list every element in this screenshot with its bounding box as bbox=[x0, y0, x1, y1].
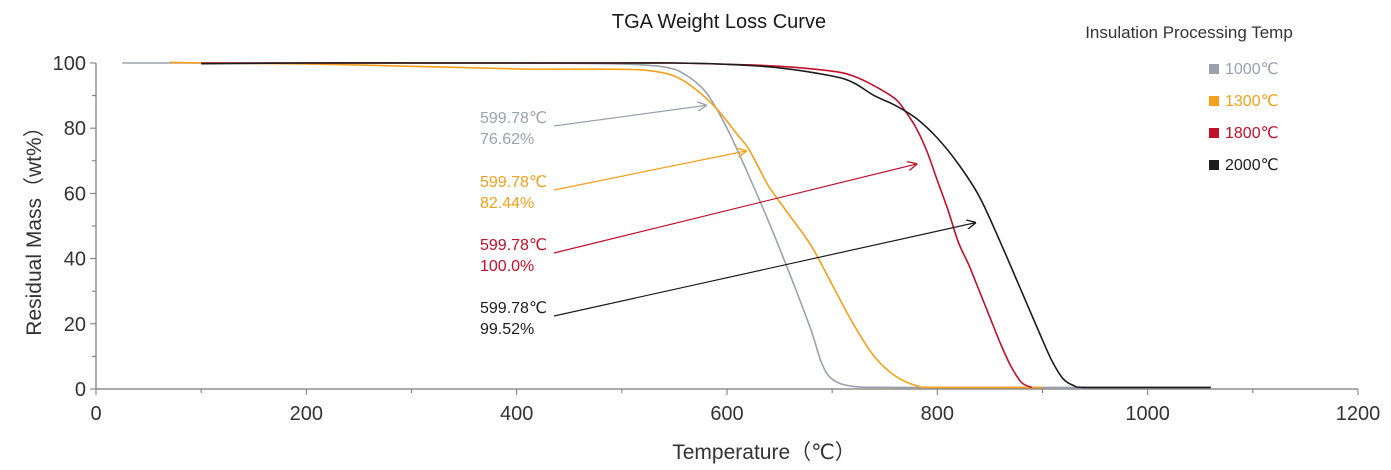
annotation-1: 599.78℃ 76.62% bbox=[480, 105, 706, 148]
y-tick-label: 20 bbox=[64, 314, 86, 336]
series-lines bbox=[122, 61, 1211, 389]
y-axis-title: Residual Mass（wt%） bbox=[23, 116, 46, 335]
x-axis-title: Temperature（℃） bbox=[672, 441, 855, 464]
legend-swatch bbox=[1209, 64, 1219, 74]
annotation-value: 99.52% bbox=[480, 321, 534, 338]
annotation-2: 599.78℃ 82.44% bbox=[480, 151, 746, 212]
legend-swatch bbox=[1209, 96, 1219, 106]
series-line-4 bbox=[201, 62, 1211, 389]
x-tick-label: 400 bbox=[500, 403, 533, 425]
x-tick-label: 1000 bbox=[1125, 403, 1170, 425]
legend-title: Insulation Processing Temp bbox=[1085, 23, 1293, 42]
annotation-arrow bbox=[553, 223, 975, 317]
annotation-value: 76.62% bbox=[480, 131, 534, 148]
annotation-3: 599.78℃ 100.0% bbox=[480, 164, 916, 275]
legend-label: 1000℃ bbox=[1225, 61, 1279, 78]
y-tick-label: 60 bbox=[64, 183, 86, 205]
annotation-arrow bbox=[553, 151, 746, 191]
tick-labels: 0 200 400 600 800 1000 1200 0 20 40 60 80 100 bbox=[53, 53, 1381, 425]
series-line-2 bbox=[169, 61, 1043, 389]
annotation-4: 599.78℃ 99.52% bbox=[480, 223, 975, 338]
x-tick-label: 800 bbox=[921, 403, 954, 425]
x-tick-label: 0 bbox=[90, 403, 101, 425]
annotation-temp: 599.78℃ bbox=[480, 300, 547, 317]
annotation-value: 100.0% bbox=[480, 258, 534, 275]
legend-label: 1300℃ bbox=[1225, 93, 1279, 110]
annotations: 599.78℃76.62%599.78℃82.44%599.78℃100.0%5… bbox=[480, 105, 975, 338]
y-tick-label: 80 bbox=[64, 118, 86, 140]
x-tick-label: 200 bbox=[290, 403, 323, 425]
y-tick-label: 100 bbox=[53, 53, 86, 75]
annotation-arrow bbox=[553, 164, 916, 254]
legend-label: 2000℃ bbox=[1225, 157, 1279, 174]
annotation-temp: 599.78℃ bbox=[480, 237, 547, 254]
annotation-temp: 599.78℃ bbox=[480, 110, 547, 127]
y-tick-label: 0 bbox=[75, 379, 86, 401]
annotation-value: 82.44% bbox=[480, 195, 534, 212]
legend: Insulation Processing Temp 1000℃ 1300℃ 180… bbox=[1085, 23, 1293, 174]
chart-title: TGA Weight Loss Curve bbox=[612, 11, 826, 33]
x-tick-label: 1200 bbox=[1336, 403, 1381, 425]
legend-swatch bbox=[1209, 160, 1219, 170]
legend-swatch bbox=[1209, 128, 1219, 138]
y-tick-label: 40 bbox=[64, 249, 86, 271]
annotation-temp: 599.78℃ bbox=[480, 174, 547, 191]
legend-label: 1800℃ bbox=[1225, 125, 1279, 142]
x-tick-label: 600 bbox=[710, 403, 743, 425]
annotation-arrow bbox=[553, 105, 706, 127]
axes bbox=[90, 62, 1359, 395]
